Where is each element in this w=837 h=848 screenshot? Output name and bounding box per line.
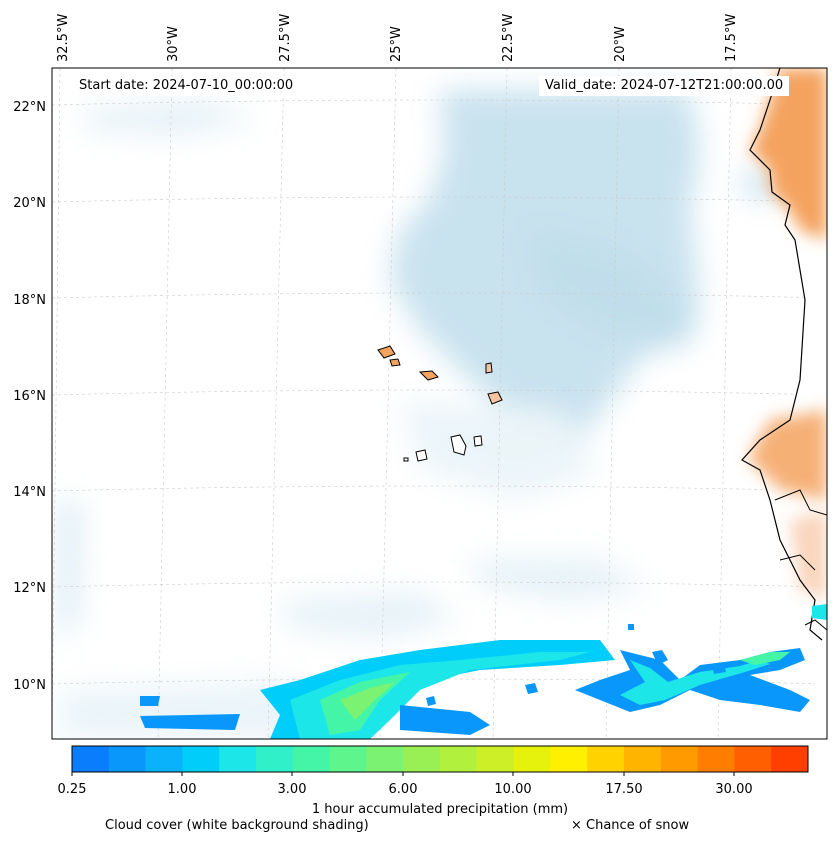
lon-label: 22.5°W xyxy=(501,14,516,62)
colorbar-swatch xyxy=(145,746,183,772)
colorbar-swatch xyxy=(366,746,404,772)
colorbar-swatch xyxy=(624,746,662,772)
colorbar-swatch xyxy=(256,746,294,772)
cloud-cover-layer xyxy=(60,90,800,739)
colorbar-swatch xyxy=(587,746,625,772)
colorbar-swatch xyxy=(550,746,588,772)
colorbar-swatch xyxy=(329,746,367,772)
colorbar xyxy=(71,745,809,776)
longitude-labels: 32.5°W 30°W 27.5°W 25°W 22.5°W 20°W 17.5… xyxy=(56,14,739,62)
colorbar-swatch xyxy=(403,746,441,772)
lon-label: 32.5°W xyxy=(56,14,71,62)
cape-verde-islands xyxy=(377,345,503,462)
colorbar-swatch xyxy=(771,746,809,772)
colorbar-swatch xyxy=(476,746,515,772)
valid-date-label: Valid_date: 2024-07-12T21:00:00.00 xyxy=(539,76,790,96)
precipitation-layer xyxy=(140,604,827,739)
lat-label: 22°N xyxy=(13,100,46,115)
colorbar-swatch xyxy=(697,746,735,772)
colorbar-swatch xyxy=(513,746,551,772)
colorbar-swatch xyxy=(734,746,772,772)
colorbar-tick-label: 0.25 xyxy=(57,782,87,797)
lat-label: 20°N xyxy=(13,196,46,211)
lon-label: 25°W xyxy=(389,26,404,62)
lon-label: 17.5°W xyxy=(724,14,739,62)
colorbar-swatch xyxy=(292,746,331,772)
colorbar-title: 1 hour accumulated precipitation (mm) xyxy=(311,802,569,817)
colorbar-swatch xyxy=(108,746,147,772)
colorbar-tick-label: 1.00 xyxy=(167,782,197,797)
colorbar-frame xyxy=(71,745,809,773)
lat-label: 14°N xyxy=(13,485,46,500)
lat-label: 16°N xyxy=(13,389,46,404)
colorbar-tick-label: 6.00 xyxy=(388,782,418,797)
graticule xyxy=(52,68,827,739)
colorbar-swatch xyxy=(219,746,257,772)
lon-label: 20°W xyxy=(613,26,628,62)
map-area xyxy=(52,68,827,739)
lat-label: 10°N xyxy=(13,678,46,693)
snow-legend: × Chance of snow xyxy=(571,818,690,833)
colorbar-swatch xyxy=(440,746,478,772)
latitude-labels: 22°N 20°N 18°N 16°N 14°N 12°N 10°N xyxy=(13,100,46,693)
colorbar-swatch xyxy=(660,746,699,772)
lat-label: 18°N xyxy=(13,293,46,308)
colorbar-tick-label: 17.50 xyxy=(605,782,643,797)
lon-label: 30°W xyxy=(166,26,181,62)
colorbar-tick-label: 30.00 xyxy=(715,782,753,797)
cloud-cover-legend: Cloud cover (white background shading) xyxy=(105,818,369,833)
africa-land xyxy=(741,68,827,739)
lon-label: 27.5°W xyxy=(278,14,293,62)
map-frame xyxy=(51,67,828,740)
colorbar-tick-label: 3.00 xyxy=(277,782,307,797)
colorbar-swatch xyxy=(72,746,110,772)
colorbar-tick-label: 10.00 xyxy=(494,782,532,797)
start-date-label: Start date: 2024-07-10_00:00:00 xyxy=(73,76,300,96)
lat-label: 12°N xyxy=(13,581,46,596)
colorbar-swatch xyxy=(182,746,220,772)
